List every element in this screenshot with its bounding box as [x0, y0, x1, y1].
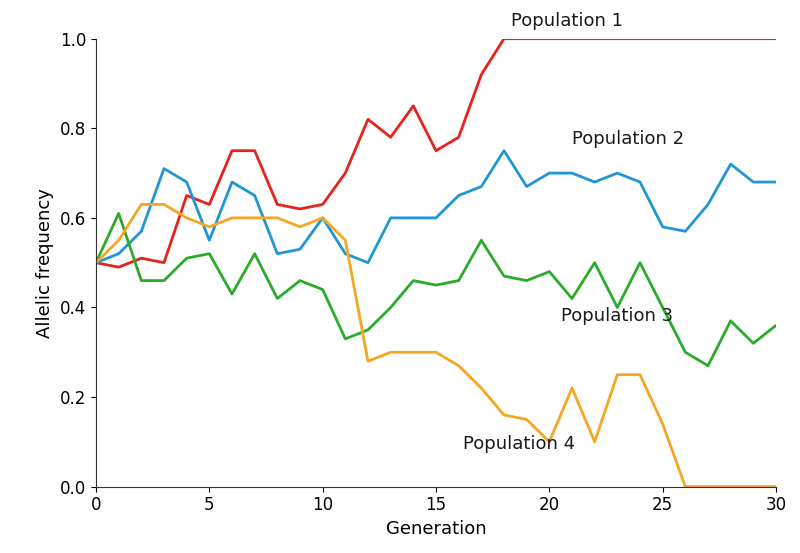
- Y-axis label: Allelic frequency: Allelic frequency: [36, 187, 54, 338]
- X-axis label: Generation: Generation: [386, 520, 486, 538]
- Text: Population 3: Population 3: [561, 307, 673, 325]
- Text: Population 1: Population 1: [511, 12, 622, 30]
- Text: Population 2: Population 2: [572, 131, 684, 148]
- Text: Population 4: Population 4: [463, 435, 575, 453]
